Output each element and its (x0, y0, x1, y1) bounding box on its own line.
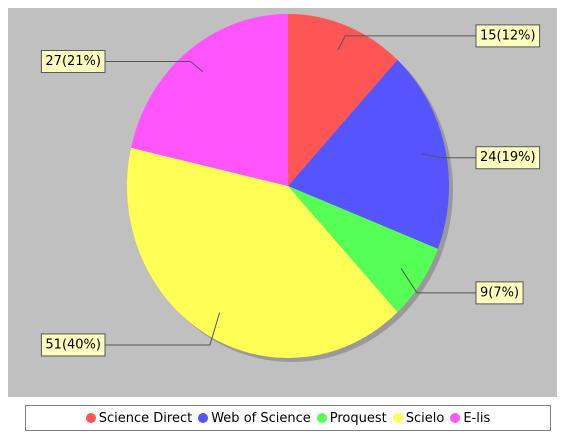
leader-line (337, 35, 476, 51)
value-label: 24(19%) (480, 150, 536, 165)
legend-label: Scielo (405, 410, 445, 426)
legend-item: Science Direct (85, 410, 193, 426)
pie-slice (288, 14, 398, 186)
legend-swatch (316, 413, 327, 423)
leader-line (421, 152, 476, 159)
legend-label: E-lis (463, 410, 491, 426)
value-label: 15(12%) (480, 28, 536, 43)
legend-item: E-lis (450, 411, 490, 426)
legend-label: Proquest (329, 410, 387, 426)
leader-line (105, 312, 221, 346)
value-label: 9(7%) (480, 285, 519, 300)
pie-slice (288, 59, 449, 249)
legend-swatch (392, 413, 403, 423)
legend-swatch (198, 413, 209, 423)
pie-slice (288, 186, 438, 313)
legend-swatch (450, 413, 461, 423)
leader-line (105, 61, 203, 73)
legend: Science Direct Web of Science Proquest Scie… (25, 405, 551, 431)
legend-item: Proquest (316, 410, 387, 426)
pie-slice (131, 14, 288, 186)
leader-line (400, 268, 476, 294)
value-label: 51(40%) (45, 337, 101, 352)
legend-item: Web of Science (198, 411, 311, 426)
pie-slice (126, 147, 398, 359)
legend-label: Science Direct (98, 410, 193, 426)
legend-item: Scielo (392, 410, 445, 426)
value-label: 27(21%) (45, 54, 101, 69)
legend-swatch (85, 413, 96, 423)
legend-label: Web of Science (211, 410, 311, 426)
